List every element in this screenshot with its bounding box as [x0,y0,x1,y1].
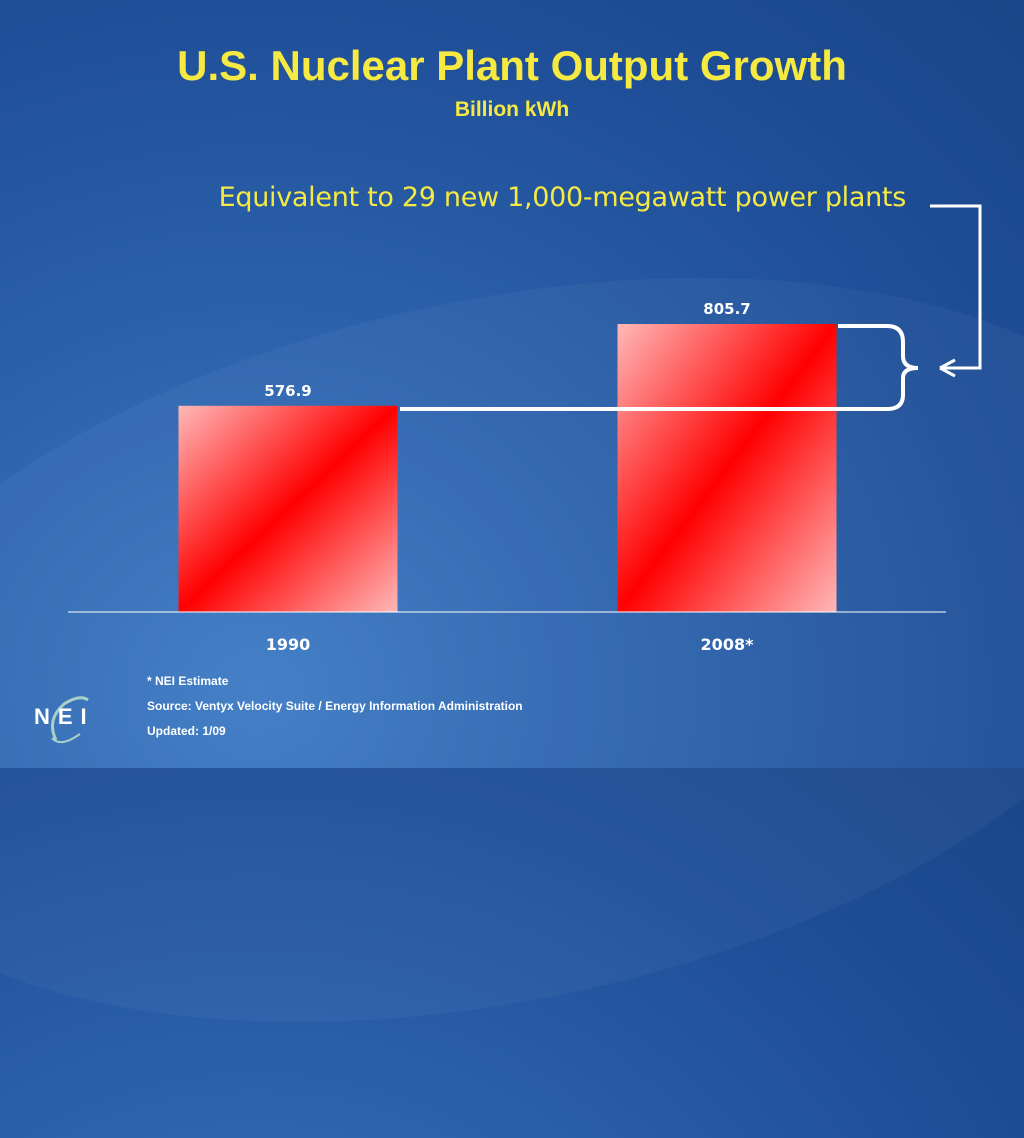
x-tick-label: 1990 [266,635,311,654]
chart-subtitle: Billion kWh [454,98,570,121]
annotation-connector [930,204,982,370]
chart-title: U.S. Nuclear Plant Output Growth [177,42,847,89]
footnote-updated: Updated: 1/09 [147,724,226,738]
data-label: 805.7 [703,300,750,318]
logo-text: NEI [34,704,95,729]
annotation-text: Equivalent to 29 new 1,000-megawatt powe… [218,182,907,213]
footnote-estimate: * NEI Estimate [147,674,229,688]
bars-layer [178,324,837,612]
bar-2008 [617,324,837,612]
data-label: 576.9 [264,382,311,400]
difference-bracket [400,324,919,411]
nei-logo: NEI [34,696,95,744]
footnote-source: Source: Ventyx Velocity Suite / Energy I… [147,699,523,713]
x-tick-label: 2008* [701,635,755,654]
bar-chart: 576.9 1990 805.7 2008* [178,204,982,654]
annotation-arrowhead [939,358,956,378]
bar-1990 [178,405,398,612]
labels-layer: 576.9 1990 805.7 2008* [264,300,754,654]
